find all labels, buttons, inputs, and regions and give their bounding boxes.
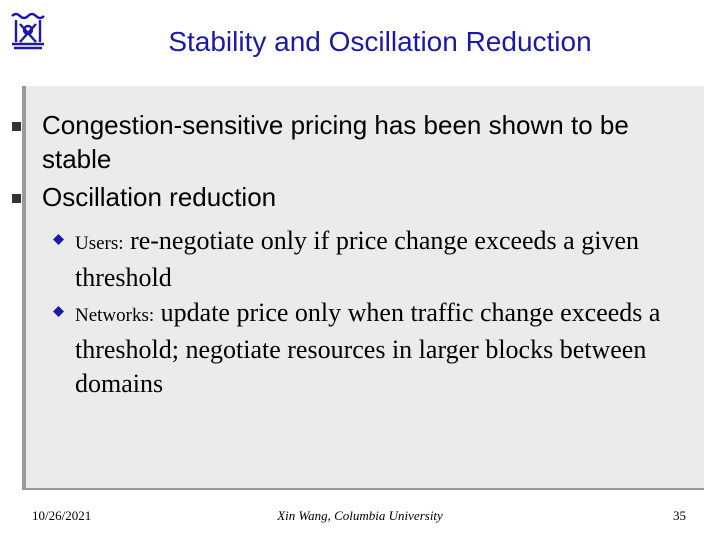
square-bullet-icon — [12, 194, 21, 203]
bullet-item: Oscillation reduction — [12, 180, 662, 214]
bullet-text: Oscillation reduction — [42, 182, 277, 212]
bullet-item: Congestion-sensitive pricing has been sh… — [12, 108, 662, 176]
sub-bullet-item: Networks: update price only when traffic… — [53, 296, 665, 401]
sub-bullet-text: update price only when traffic change ex… — [75, 298, 661, 398]
bullet-text: Congestion-sensitive pricing has been sh… — [42, 110, 629, 174]
slide-title: Stability and Oscillation Reduction — [168, 26, 592, 57]
diamond-bullet-icon — [53, 234, 64, 245]
footer-date: 10/26/2021 — [32, 508, 92, 523]
university-crest-icon — [6, 8, 50, 52]
footer-author: Xin Wang, Columbia University — [277, 508, 443, 523]
square-bullet-icon — [12, 122, 21, 131]
sub-bullet-item: Users: re-negotiate only if price change… — [53, 224, 665, 295]
sub-bullet-lead: Users: — [75, 233, 124, 254]
diamond-bullet-icon — [53, 306, 64, 317]
sub-bullet-text: re-negotiate only if price change exceed… — [75, 226, 639, 292]
content-area — [22, 86, 704, 490]
page-number: 35 — [673, 508, 686, 523]
sub-bullet-lead: Networks: — [75, 305, 155, 326]
